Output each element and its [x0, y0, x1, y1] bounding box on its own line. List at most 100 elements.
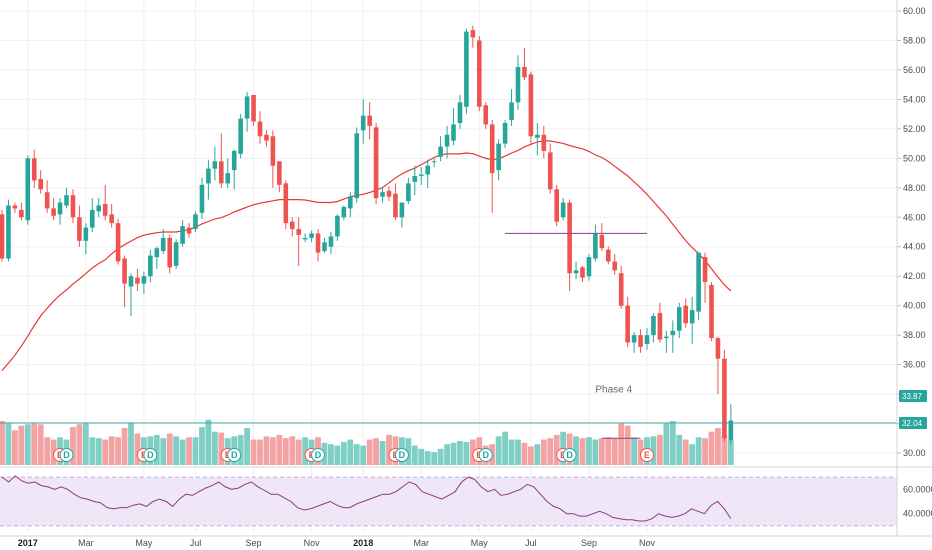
candle-up[interactable] — [64, 187, 69, 209]
dividend-marker[interactable]: D — [562, 448, 577, 462]
candle-up[interactable] — [664, 330, 669, 353]
dividend-marker[interactable]: D — [394, 448, 409, 462]
candle-up[interactable] — [173, 239, 179, 269]
candle-up[interactable] — [128, 273, 134, 316]
candle-up[interactable] — [644, 327, 650, 350]
candle-down[interactable] — [618, 265, 624, 309]
candle-up[interactable] — [302, 233, 308, 243]
dividend-marker[interactable]: D — [227, 448, 242, 462]
candle-down[interactable] — [283, 180, 289, 230]
candle-up[interactable] — [593, 224, 598, 262]
candle-up[interactable] — [425, 159, 430, 188]
candle-up[interactable] — [509, 89, 514, 126]
candle-up[interactable] — [676, 302, 682, 339]
candle-up[interactable] — [341, 205, 347, 221]
candle-down[interactable] — [0, 209, 5, 262]
candle-down[interactable] — [580, 265, 585, 283]
candle-down[interactable] — [109, 204, 114, 228]
candle-down[interactable] — [470, 25, 476, 48]
candle-down[interactable] — [657, 302, 663, 343]
candle-down[interactable] — [373, 122, 379, 205]
candle-down[interactable] — [625, 296, 630, 347]
candle-down[interactable] — [367, 102, 372, 140]
candle-down[interactable] — [606, 246, 611, 265]
candle-up[interactable] — [360, 99, 366, 144]
candle-up[interactable] — [25, 155, 31, 225]
candle-up[interactable] — [148, 249, 153, 283]
candle-up[interactable] — [180, 220, 185, 247]
candle-down[interactable] — [277, 161, 282, 193]
dividend-marker[interactable]: D — [59, 448, 74, 462]
candle-up[interactable] — [464, 28, 469, 115]
candle-down[interactable] — [386, 186, 392, 202]
candle-up[interactable] — [83, 223, 89, 255]
candle-up[interactable] — [670, 320, 676, 353]
candle-up[interactable] — [418, 167, 424, 185]
candle-up[interactable] — [631, 332, 637, 353]
candle-down[interactable] — [567, 199, 572, 291]
candle-up[interactable] — [354, 127, 360, 203]
candle-up[interactable] — [154, 246, 160, 269]
candle-up[interactable] — [412, 165, 418, 196]
candle-down[interactable] — [77, 205, 82, 247]
candle-up[interactable] — [515, 55, 521, 110]
candle-up[interactable] — [199, 177, 205, 219]
candle-down[interactable] — [12, 202, 18, 213]
candle-up[interactable] — [141, 271, 147, 294]
candle-up[interactable] — [535, 122, 540, 156]
candle-down[interactable] — [135, 268, 140, 291]
candle-up[interactable] — [444, 125, 450, 159]
candle-up[interactable] — [457, 94, 463, 129]
candlesticks[interactable] — [0, 25, 734, 445]
candle-down[interactable] — [122, 255, 127, 308]
candle-up[interactable] — [651, 313, 656, 343]
candle-up[interactable] — [90, 198, 95, 232]
candle-down[interactable] — [541, 125, 547, 159]
candle-down[interactable] — [489, 120, 495, 213]
candle-down[interactable] — [393, 183, 398, 221]
candle-up[interactable] — [309, 230, 314, 243]
candle-down[interactable] — [638, 329, 643, 353]
candle-down[interactable] — [528, 71, 534, 144]
earnings-marker[interactable]: E — [640, 448, 654, 462]
candle-up[interactable] — [193, 211, 198, 232]
candle-down[interactable] — [522, 47, 527, 81]
dividend-marker[interactable]: D — [478, 448, 493, 462]
candle-up[interactable] — [451, 108, 456, 146]
candle-down[interactable] — [547, 143, 553, 194]
candle-down[interactable] — [289, 217, 295, 237]
candle-up[interactable] — [560, 198, 566, 221]
candle-up[interactable] — [206, 159, 211, 200]
candle-down[interactable] — [554, 184, 559, 227]
candle-up[interactable] — [438, 136, 443, 162]
candle-down[interactable] — [296, 217, 301, 266]
candle-up[interactable] — [689, 296, 695, 344]
candle-down[interactable] — [51, 198, 56, 221]
candle-up[interactable] — [57, 198, 63, 225]
candle-up[interactable] — [231, 149, 237, 190]
candle-up[interactable] — [728, 404, 734, 445]
candle-down[interactable] — [44, 180, 50, 213]
candle-down[interactable] — [186, 223, 192, 238]
candle-down[interactable] — [167, 234, 172, 274]
candle-down[interactable] — [270, 130, 276, 188]
candle-down[interactable] — [102, 184, 108, 221]
candle-down[interactable] — [251, 94, 256, 126]
trend-lines[interactable]: Phase 4 — [0, 232, 897, 439]
candle-up[interactable] — [238, 114, 243, 159]
candle-down[interactable] — [219, 133, 224, 188]
dividend-marker[interactable]: D — [311, 448, 326, 462]
candle-down[interactable] — [257, 111, 263, 144]
candle-up[interactable] — [244, 92, 250, 132]
candle-down[interactable] — [31, 149, 37, 188]
candle-up[interactable] — [573, 261, 579, 280]
candle-up[interactable] — [586, 254, 592, 281]
candle-up[interactable] — [496, 139, 501, 181]
candle-down[interactable] — [702, 252, 708, 303]
candle-down[interactable] — [477, 36, 482, 112]
candle-down[interactable] — [683, 298, 688, 328]
candle-up[interactable] — [322, 237, 327, 253]
candle-up[interactable] — [6, 199, 11, 262]
candle-up[interactable] — [225, 158, 231, 188]
